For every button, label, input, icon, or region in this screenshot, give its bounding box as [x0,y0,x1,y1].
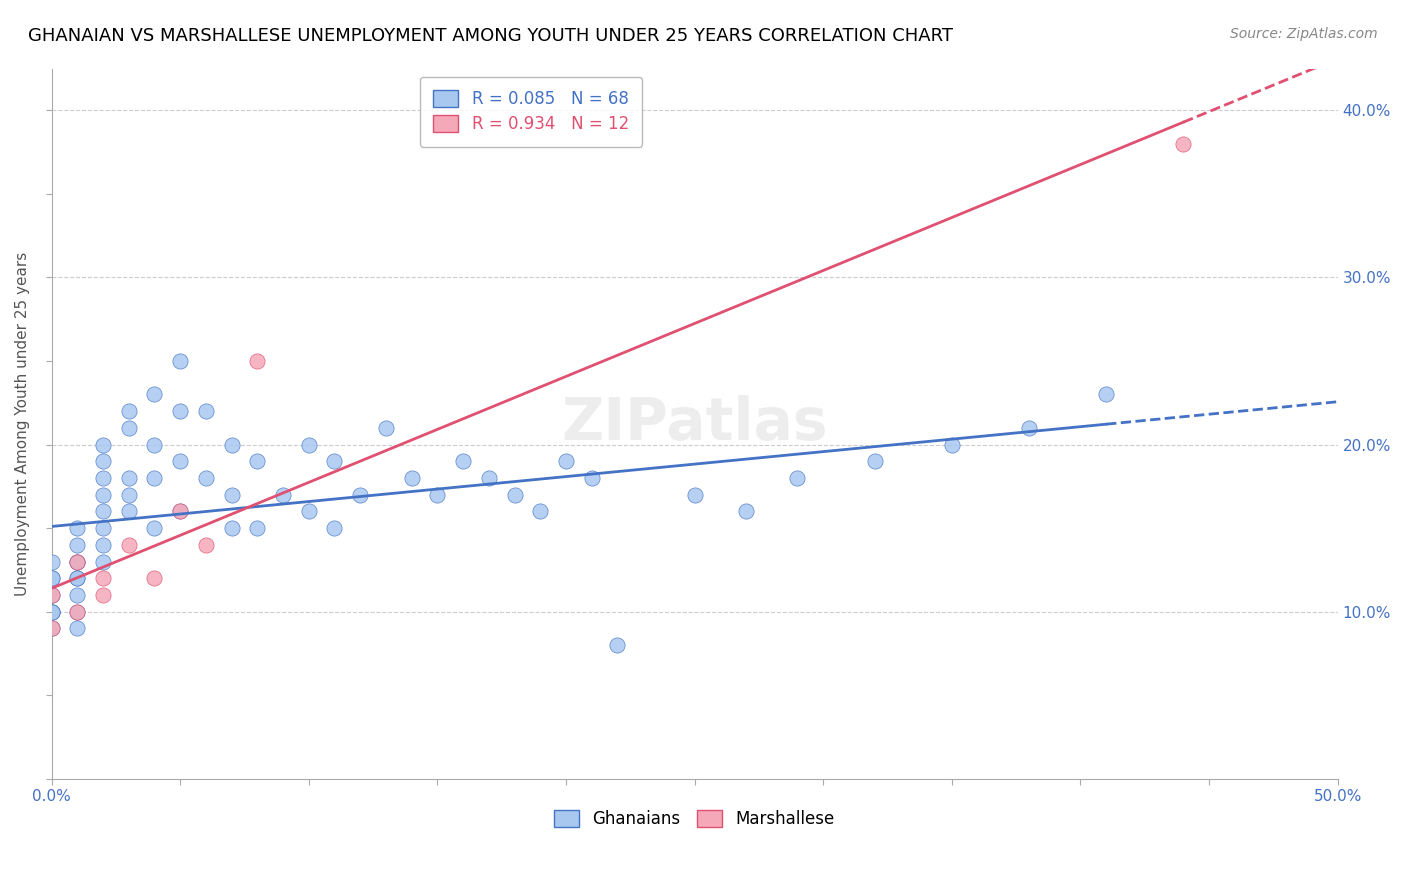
Point [91,555,114,569]
Point [246,454,269,468]
Point [118,404,141,418]
Point [298,437,321,451]
Point [426,488,449,502]
Point [323,454,346,468]
Point [41,605,63,619]
Point [555,454,578,468]
Point [41,588,63,602]
Point [91,521,114,535]
Point [786,471,808,485]
Y-axis label: Unemployment Among Youth under 25 years: Unemployment Among Youth under 25 years [15,252,30,596]
Point [221,521,243,535]
Point [41,571,63,585]
Point [91,538,114,552]
Point [118,538,141,552]
Point [1095,387,1118,401]
Point [169,504,191,518]
Point [66,571,89,585]
Point [91,588,114,602]
Point [349,488,371,502]
Point [66,588,89,602]
Point [529,504,551,518]
Point [221,437,243,451]
Point [66,555,89,569]
Point [66,521,89,535]
Legend: Ghanaians, Marshallese: Ghanaians, Marshallese [547,803,842,835]
Point [169,404,191,418]
Point [143,521,166,535]
Point [581,471,603,485]
Point [401,471,423,485]
Point [91,471,114,485]
Point [41,555,63,569]
Point [143,471,166,485]
Point [66,555,89,569]
Point [246,354,269,368]
Point [41,588,63,602]
Point [41,571,63,585]
Point [91,454,114,468]
Point [298,504,321,518]
Point [143,387,166,401]
Point [683,488,706,502]
Point [41,622,63,636]
Point [118,471,141,485]
Point [66,605,89,619]
Point [169,354,191,368]
Point [478,471,501,485]
Point [118,421,141,435]
Point [271,488,294,502]
Point [194,471,217,485]
Point [194,538,217,552]
Point [66,571,89,585]
Point [451,454,474,468]
Point [91,488,114,502]
Point [91,504,114,518]
Point [41,605,63,619]
Point [246,521,269,535]
Point [1173,136,1195,151]
Point [941,437,963,451]
Point [118,488,141,502]
Point [221,488,243,502]
Point [606,638,628,652]
Point [91,437,114,451]
Point [1018,421,1040,435]
Point [374,421,396,435]
Point [41,605,63,619]
Point [735,504,758,518]
Point [143,437,166,451]
Point [194,404,217,418]
Point [169,504,191,518]
Point [91,571,114,585]
Point [503,488,526,502]
Text: GHANAIAN VS MARSHALLESE UNEMPLOYMENT AMONG YOUTH UNDER 25 YEARS CORRELATION CHAR: GHANAIAN VS MARSHALLESE UNEMPLOYMENT AMO… [28,27,953,45]
Point [66,538,89,552]
Point [66,555,89,569]
Point [323,521,346,535]
Point [66,622,89,636]
Text: ZIPatlas: ZIPatlas [561,395,828,452]
Point [41,622,63,636]
Point [143,571,166,585]
Point [66,605,89,619]
Point [169,454,191,468]
Point [118,504,141,518]
Text: Source: ZipAtlas.com: Source: ZipAtlas.com [1230,27,1378,41]
Point [863,454,886,468]
